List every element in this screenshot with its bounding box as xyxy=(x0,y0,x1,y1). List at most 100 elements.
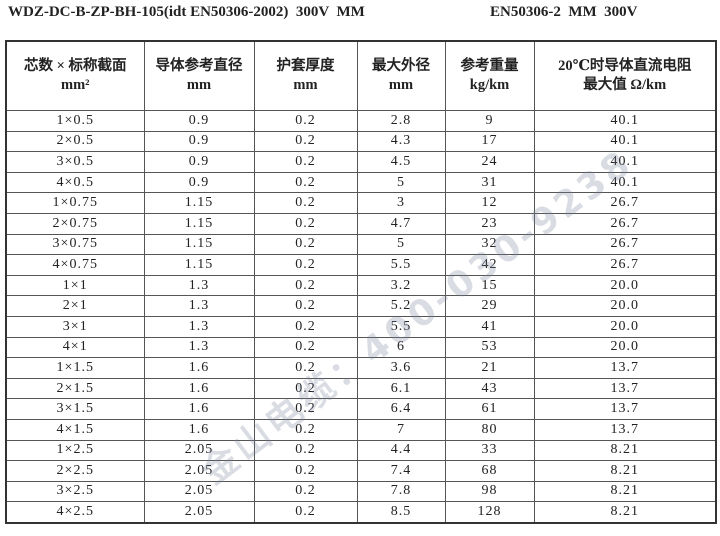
table-row: 3×1.5 1.6 0.2 6.4 61 13.7 xyxy=(5,398,717,420)
table-cell: 26.7 xyxy=(533,233,717,256)
table-cell: 0.2 xyxy=(253,295,358,317)
table-cell: 3×1 xyxy=(5,315,145,338)
table-cell: 5 xyxy=(356,171,446,194)
header-text: 参考重量 xyxy=(460,58,519,74)
table-cell: 6.1 xyxy=(356,377,446,400)
table-cell: 0.9 xyxy=(143,171,255,194)
table-cell: 2.05 xyxy=(143,480,255,503)
table-row: 1×2.5 2.05 0.2 4.4 33 8.21 xyxy=(5,439,717,462)
table-cell: 2×0.5 xyxy=(5,130,145,153)
table-cell: 5.5 xyxy=(356,254,446,276)
table-cell: 26.7 xyxy=(533,212,717,235)
header-text: mm xyxy=(293,77,318,93)
table-cell: 2×2.5 xyxy=(5,460,145,482)
header-cell: 芯数 × 标称截面 mm² xyxy=(5,40,145,111)
table-cell: 98 xyxy=(444,480,535,503)
table-row: 2×0.75 1.15 0.2 4.7 23 26.7 xyxy=(5,212,717,235)
table-row: 4×1.5 1.6 0.2 7 80 13.7 xyxy=(5,418,717,441)
table-cell: 40.1 xyxy=(533,151,717,173)
table-row: 1×0.5 0.9 0.2 2.8 9 40.1 xyxy=(5,110,717,132)
table-cell: 4×0.5 xyxy=(5,171,145,194)
table-cell: 0.9 xyxy=(143,110,255,132)
table-cell: 9 xyxy=(444,110,535,132)
table-cell: 1.15 xyxy=(143,254,255,276)
table-body: 1×0.5 0.9 0.2 2.8 9 40.1 2×0.5 0.9 0.2 4.3 17 40.1 3… xyxy=(5,110,717,524)
header-text: 芯数 × 标称截面 xyxy=(23,58,127,74)
table-cell: 68 xyxy=(444,460,535,482)
table-cell: 2×1.5 xyxy=(5,377,145,400)
header-text: 最大值 Ω/km xyxy=(583,77,667,93)
table-cell: 4×2.5 xyxy=(5,501,145,524)
table-row: 2×0.5 0.9 0.2 4.3 17 40.1 xyxy=(5,130,717,153)
table-cell: 0.2 xyxy=(253,110,358,132)
table-cell: 3×0.75 xyxy=(5,233,145,256)
table-cell: 1.3 xyxy=(143,315,255,338)
table-cell: 0.9 xyxy=(143,151,255,173)
table-cell: 0.2 xyxy=(253,377,358,400)
table-cell: 20.0 xyxy=(533,274,717,297)
table-row: 3×2.5 2.05 0.2 7.8 98 8.21 xyxy=(5,480,717,503)
header-cell: 参考重量 kg/km xyxy=(444,40,535,111)
header-text: 最大外径 xyxy=(372,58,430,74)
spec-table: 芯数 × 标称截面 mm² 导体参考直径 mm 护套厚度 mm 最大外径 mm 参考重量 kg/k… xyxy=(5,40,717,524)
header-row: 芯数 × 标称截面 mm² 导体参考直径 mm 护套厚度 mm 最大外径 mm 参考重量 kg/k… xyxy=(5,40,717,111)
table-cell: 2.05 xyxy=(143,439,255,462)
table-cell: 3×0.5 xyxy=(5,151,145,173)
table-cell: 40.1 xyxy=(533,110,717,132)
table-cell: 1×1.5 xyxy=(5,357,145,379)
table-cell: 6 xyxy=(356,336,446,359)
table-cell: 40.1 xyxy=(533,130,717,153)
table-cell: 21 xyxy=(444,357,535,379)
table-cell: 41 xyxy=(444,315,535,338)
table-cell: 0.2 xyxy=(253,192,358,214)
table-cell: 1.6 xyxy=(143,357,255,379)
table-cell: 8.21 xyxy=(533,460,717,482)
header-cell: 导体参考直径 mm xyxy=(143,40,255,111)
table-cell: 1.3 xyxy=(143,295,255,317)
table-cell: 4.5 xyxy=(356,151,446,173)
table-cell: 13.7 xyxy=(533,418,717,441)
table-cell: 5.2 xyxy=(356,295,446,317)
table-cell: 12 xyxy=(444,192,535,214)
table-cell: 2.05 xyxy=(143,501,255,524)
title: EN50306-2 MM 300V xyxy=(490,4,638,20)
header-cell: 护套厚度 mm xyxy=(253,40,358,111)
table-cell: 3.2 xyxy=(356,274,446,297)
header-cell: 20℃时导体直流电阻 最大值 Ω/km xyxy=(533,40,717,111)
table-cell: 0.2 xyxy=(253,151,358,173)
table-cell: 0.2 xyxy=(253,212,358,235)
table-cell: 0.2 xyxy=(253,130,358,153)
table-cell: 1×0.5 xyxy=(5,110,145,132)
table-cell: 0.2 xyxy=(253,315,358,338)
table-cell: 1×2.5 xyxy=(5,439,145,462)
table-cell: 128 xyxy=(444,501,535,524)
table-cell: 1.6 xyxy=(143,377,255,400)
table-cell: 33 xyxy=(444,439,535,462)
table-cell: 2.05 xyxy=(143,460,255,482)
table-cell: 7 xyxy=(356,418,446,441)
table-cell: 8.21 xyxy=(533,501,717,524)
table-row: 4×2.5 2.05 0.2 8.5 128 8.21 xyxy=(5,501,717,524)
table-cell: 0.2 xyxy=(253,501,358,524)
table-cell: 3.6 xyxy=(356,357,446,379)
table-row: 3×1 1.3 0.2 5.5 41 20.0 xyxy=(5,315,717,338)
table-cell: 53 xyxy=(444,336,535,359)
table-cell: 6.4 xyxy=(356,398,446,420)
table-cell: 0.2 xyxy=(253,254,358,276)
header-cell: 最大外径 mm xyxy=(356,40,446,111)
table-cell: 1.15 xyxy=(143,212,255,235)
table-cell: 42 xyxy=(444,254,535,276)
table-cell: 5.5 xyxy=(356,315,446,338)
table-cell: 23 xyxy=(444,212,535,235)
table-cell: 0.2 xyxy=(253,233,358,256)
table-cell: 1×1 xyxy=(5,274,145,297)
table-cell: 4.7 xyxy=(356,212,446,235)
table-cell: 15 xyxy=(444,274,535,297)
table-cell: 0.2 xyxy=(253,439,358,462)
table-cell: 0.2 xyxy=(253,480,358,503)
table-row: 4×1 1.3 0.2 6 53 20.0 xyxy=(5,336,717,359)
table-cell: 8.21 xyxy=(533,439,717,462)
table-header: 芯数 × 标称截面 mm² 导体参考直径 mm 护套厚度 mm 最大外径 mm 参考重量 kg/k… xyxy=(5,40,717,111)
table-cell: 61 xyxy=(444,398,535,420)
table-cell: 5 xyxy=(356,233,446,256)
